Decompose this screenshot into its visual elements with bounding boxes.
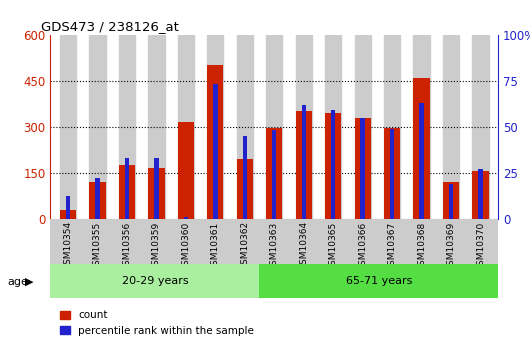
Bar — [178, 122, 194, 219]
Text: GSM10370: GSM10370 — [476, 221, 485, 270]
Text: GSM10360: GSM10360 — [181, 221, 190, 270]
Bar — [449, 184, 453, 219]
Bar — [119, 34, 135, 219]
Bar — [443, 182, 459, 219]
Bar — [419, 103, 424, 219]
Bar — [213, 84, 217, 219]
Text: GSM10356: GSM10356 — [122, 221, 131, 270]
Bar — [95, 178, 100, 219]
Bar — [266, 34, 282, 219]
Text: 20-29 years: 20-29 years — [121, 276, 188, 286]
Bar — [266, 128, 282, 219]
Bar — [302, 105, 306, 219]
Bar — [184, 217, 188, 219]
Bar — [207, 34, 224, 219]
Bar — [325, 34, 341, 219]
Text: 65-71 years: 65-71 years — [346, 276, 412, 286]
Bar — [384, 128, 400, 219]
Text: GSM10364: GSM10364 — [299, 221, 308, 270]
Bar — [178, 34, 194, 219]
Text: ▶: ▶ — [25, 277, 34, 287]
Bar — [66, 196, 70, 219]
Bar — [478, 169, 483, 219]
Bar — [148, 168, 164, 219]
Text: GSM10366: GSM10366 — [358, 221, 367, 270]
Text: GSM10362: GSM10362 — [240, 221, 249, 270]
Bar — [60, 210, 76, 219]
Bar — [296, 111, 312, 219]
Bar — [154, 158, 158, 219]
Bar — [272, 130, 277, 219]
Text: GSM10369: GSM10369 — [447, 221, 456, 270]
Bar — [237, 159, 253, 219]
Bar — [413, 78, 430, 219]
Bar — [443, 34, 459, 219]
Text: GSM10354: GSM10354 — [64, 221, 73, 270]
Bar — [360, 118, 365, 219]
Bar — [384, 34, 400, 219]
Bar — [90, 182, 105, 219]
Bar — [125, 158, 129, 219]
Bar — [243, 136, 247, 219]
Bar — [413, 34, 430, 219]
Bar — [296, 34, 312, 219]
Text: age: age — [7, 277, 28, 287]
Bar — [259, 264, 498, 298]
Bar — [331, 110, 335, 219]
Bar — [472, 171, 489, 219]
Bar — [390, 129, 394, 219]
Bar — [355, 118, 371, 219]
Bar — [207, 65, 224, 219]
Bar — [90, 34, 105, 219]
Bar — [325, 113, 341, 219]
Legend: count, percentile rank within the sample: count, percentile rank within the sample — [56, 306, 259, 340]
Bar — [148, 34, 164, 219]
Bar — [472, 34, 489, 219]
Text: GSM10363: GSM10363 — [270, 221, 279, 270]
Bar — [119, 165, 135, 219]
Text: GSM10361: GSM10361 — [211, 221, 220, 270]
Text: GSM10359: GSM10359 — [152, 221, 161, 270]
Text: GSM10367: GSM10367 — [387, 221, 396, 270]
Bar — [355, 34, 371, 219]
Text: GSM10368: GSM10368 — [417, 221, 426, 270]
Text: GSM10355: GSM10355 — [93, 221, 102, 270]
Text: GSM10365: GSM10365 — [329, 221, 338, 270]
Text: GDS473 / 238126_at: GDS473 / 238126_at — [41, 20, 179, 33]
Bar — [60, 34, 76, 219]
Bar — [50, 264, 259, 298]
Bar — [237, 34, 253, 219]
